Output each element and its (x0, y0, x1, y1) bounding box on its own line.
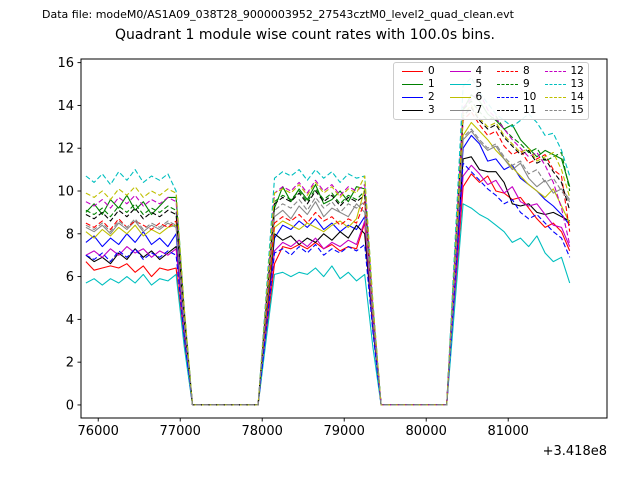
x-tick-label: 78000 (242, 424, 283, 439)
series-line-7 (85, 130, 571, 406)
legend-line-sample (497, 71, 518, 72)
data-file-label: Data file: modeM0/AS1A09_038T28_90000039… (42, 8, 514, 21)
x-tick-label: 77000 (160, 424, 201, 439)
legend-item-label: 9 (523, 78, 530, 91)
legend-item-14: 14 (539, 91, 587, 104)
y-tick-label: 10 (57, 185, 74, 200)
legend-item-7: 7 (444, 104, 492, 117)
series-line-4 (85, 164, 571, 406)
legend-item-label: 4 (475, 65, 483, 78)
series-line-3 (85, 156, 570, 406)
y-tick-label: 0 (66, 398, 74, 413)
legend-line-sample (449, 84, 471, 85)
legend-line-sample (544, 71, 566, 72)
legend-item-10: 10 (491, 91, 539, 104)
legend-item-12: 12 (539, 65, 587, 78)
legend-line-sample (544, 110, 566, 111)
x-axis-offset-label: +3.418e8 (542, 444, 607, 459)
series-line-6 (85, 121, 571, 406)
legend-line-sample (402, 71, 423, 72)
legend-item-6: 6 (444, 91, 492, 104)
y-tick-label: 14 (57, 99, 74, 114)
legend-item-label: 14 (570, 91, 584, 104)
legend-item-label: 0 (428, 65, 435, 78)
legend-line-sample (402, 84, 423, 85)
legend-line-sample (497, 110, 518, 111)
legend-line-sample (402, 97, 423, 98)
x-tick-label: 79000 (324, 424, 365, 439)
legend-item-label: 11 (523, 104, 537, 117)
series-line-12 (85, 92, 571, 406)
legend-item-0: 0 (396, 65, 444, 78)
y-tick-label: 16 (57, 56, 74, 71)
legend-line-sample (449, 97, 471, 98)
legend-item-label: 13 (570, 78, 584, 91)
legend-item-label: 3 (428, 104, 435, 117)
legend-item-15: 15 (539, 104, 587, 117)
series-line-14 (85, 104, 571, 406)
series-line-8 (85, 111, 571, 406)
chart-title: Quadrant 1 module wise count rates with … (115, 27, 495, 43)
x-tick-label: 76000 (78, 424, 119, 439)
legend-item-label: 2 (428, 91, 435, 104)
series-line-0 (85, 173, 571, 406)
legend-item-label: 8 (523, 65, 530, 78)
series-line-5 (85, 203, 571, 406)
x-tick-label: 81000 (488, 424, 529, 439)
series-line-1 (85, 94, 571, 406)
y-tick-label: 4 (66, 313, 74, 328)
legend: 0 1 2 3 4 5 6 7 8 9 10 11 12 13 14 15 (393, 62, 589, 120)
legend-item-label: 10 (523, 91, 537, 104)
legend-item-3: 3 (396, 104, 444, 117)
axes-frame (80, 58, 608, 419)
legend-item-label: 7 (475, 104, 483, 117)
legend-line-sample (497, 97, 518, 98)
legend-item-2: 2 (396, 91, 444, 104)
series-line-10 (85, 162, 571, 406)
legend-item-label: 1 (428, 78, 435, 91)
legend-item-1: 1 (396, 78, 444, 91)
legend-item-13: 13 (539, 78, 587, 91)
legend-item-label: 12 (570, 65, 584, 78)
legend-item-8: 8 (491, 65, 539, 78)
legend-line-sample (544, 97, 566, 98)
legend-item-label: 5 (475, 78, 483, 91)
legend-item-11: 11 (491, 104, 539, 117)
x-tick-label: 80000 (406, 424, 447, 439)
legend-line-sample (544, 84, 566, 85)
legend-item-label: 15 (570, 104, 584, 117)
y-tick-label: 12 (57, 142, 74, 157)
legend-line-sample (449, 71, 471, 72)
series-line-2 (85, 134, 571, 406)
legend-line-sample (449, 110, 471, 111)
legend-item-5: 5 (444, 78, 492, 91)
legend-item-9: 9 (491, 78, 539, 91)
legend-line-sample (402, 110, 423, 111)
y-tick-label: 2 (66, 356, 74, 371)
legend-item-label: 6 (475, 91, 483, 104)
series-line-15 (85, 128, 571, 406)
y-tick-label: 6 (66, 270, 74, 285)
y-tick-label: 8 (66, 227, 74, 242)
series-line-11 (85, 107, 571, 406)
legend-line-sample (497, 84, 518, 85)
legend-item-4: 4 (444, 65, 492, 78)
